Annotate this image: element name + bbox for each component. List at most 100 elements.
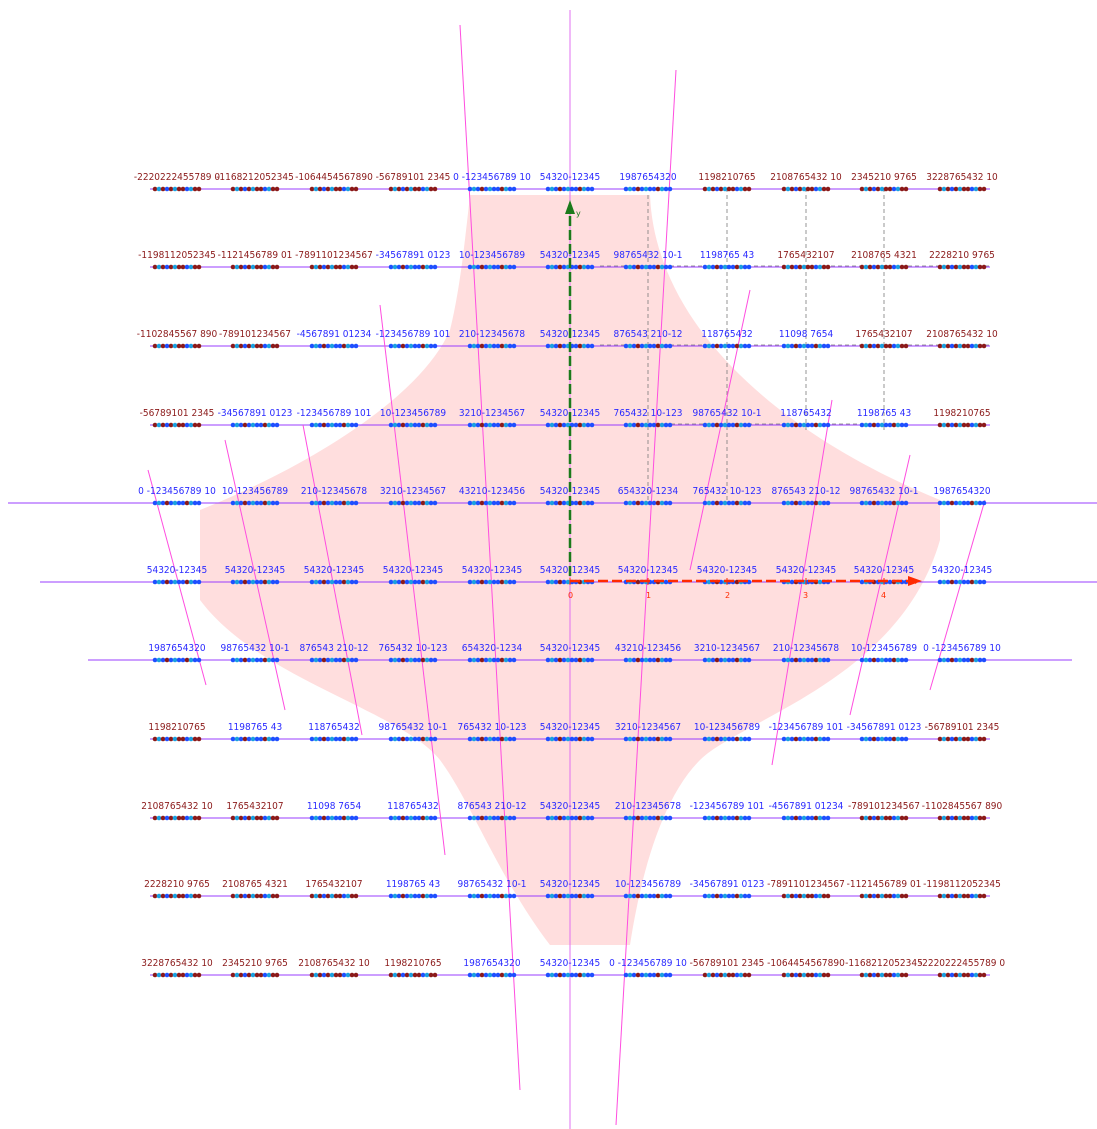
data-point (809, 657, 815, 663)
data-point (404, 972, 410, 978)
data-point (234, 186, 240, 192)
data-point (258, 422, 264, 428)
data-point (859, 422, 865, 428)
grid-label: 10-123456789 (222, 486, 288, 497)
data-point (785, 657, 791, 663)
data-point (647, 657, 653, 663)
data-point (246, 343, 252, 349)
data-point (404, 657, 410, 663)
data-point (746, 736, 752, 742)
data-point (789, 264, 795, 270)
data-point (325, 972, 331, 978)
data-point (176, 736, 182, 742)
data-point (180, 893, 186, 899)
grid-label: -56789101 2345 (140, 408, 215, 419)
data-point (266, 186, 272, 192)
data-point (553, 657, 559, 663)
data-point (726, 815, 732, 821)
slanted-line (147, 469, 207, 686)
data-point (871, 343, 877, 349)
data-point (499, 972, 505, 978)
grid-label: 0 -123456789 10 (453, 172, 531, 183)
data-point (416, 500, 422, 506)
grid-label: -1121456789 01 (218, 250, 293, 261)
data-point (483, 186, 489, 192)
data-point (404, 422, 410, 428)
grid-label: -123456789 101 (297, 408, 372, 419)
data-point (961, 657, 967, 663)
data-point (309, 972, 315, 978)
data-point (953, 422, 959, 428)
data-point (801, 657, 807, 663)
data-point (730, 343, 736, 349)
data-point (969, 736, 975, 742)
x-tick-label-0: 0 (568, 591, 573, 600)
data-point (164, 972, 170, 978)
data-point (891, 186, 897, 192)
grid-label: 54320-12345 (540, 250, 600, 261)
data-point (196, 264, 202, 270)
data-point (706, 736, 712, 742)
data-point (817, 736, 823, 742)
data-point (479, 893, 485, 899)
data-point (412, 736, 418, 742)
data-point (887, 579, 893, 585)
data-point (643, 893, 649, 899)
data-point (156, 422, 162, 428)
data-point (965, 736, 971, 742)
data-point (483, 500, 489, 506)
data-point (404, 579, 410, 585)
grid-label: 54320-12345 (225, 565, 285, 576)
data-point (549, 972, 555, 978)
data-point (188, 736, 194, 742)
data-point (667, 422, 673, 428)
data-point (325, 657, 331, 663)
data-point (396, 186, 402, 192)
data-point (238, 343, 244, 349)
data-point (663, 264, 669, 270)
data-point (973, 186, 979, 192)
data-point (164, 186, 170, 192)
data-point (333, 186, 339, 192)
data-point (825, 736, 831, 742)
data-point (392, 579, 398, 585)
data-point (734, 264, 740, 270)
data-point (196, 500, 202, 506)
data-point (511, 343, 517, 349)
data-point (577, 893, 583, 899)
data-point (561, 657, 567, 663)
data-point (503, 264, 509, 270)
data-point (805, 736, 811, 742)
grid-label: 210-12345678 (301, 486, 367, 497)
grid-label: 54320-12345 (147, 565, 207, 576)
data-point (242, 579, 248, 585)
data-point (887, 422, 893, 428)
data-point (499, 500, 505, 506)
data-point (941, 186, 947, 192)
data-point (965, 343, 971, 349)
data-point (557, 736, 563, 742)
data-point (511, 579, 517, 585)
data-point (503, 343, 509, 349)
data-point (254, 343, 260, 349)
grid-label: 2108765432 10 (141, 801, 213, 812)
data-point (557, 579, 563, 585)
data-point (321, 972, 327, 978)
grid-label: 210-12345678 (615, 801, 681, 812)
grid-label: 43210-123456 (459, 486, 525, 497)
data-point (349, 893, 355, 899)
data-point (176, 657, 182, 663)
data-point (585, 264, 591, 270)
data-point (941, 893, 947, 899)
data-point (895, 500, 901, 506)
data-point (945, 736, 951, 742)
data-point (242, 972, 248, 978)
data-point (789, 972, 795, 978)
data-point (549, 186, 555, 192)
data-point (192, 736, 198, 742)
data-point (471, 972, 477, 978)
data-point (495, 736, 501, 742)
grid-label: -34567891 0123 (376, 250, 451, 261)
data-point (643, 422, 649, 428)
data-point (813, 815, 819, 821)
